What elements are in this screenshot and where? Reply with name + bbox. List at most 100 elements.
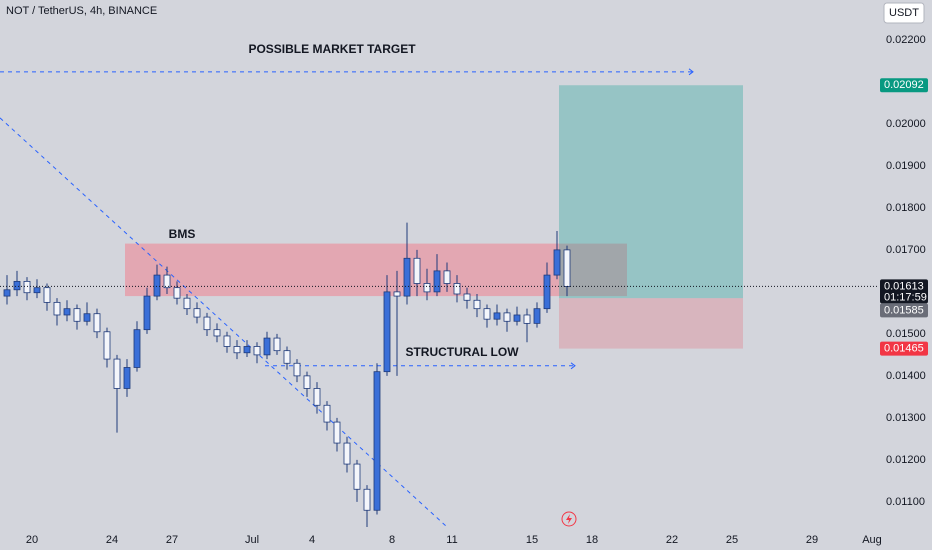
y-tick-label: 0.01800: [886, 202, 926, 214]
candle-body: [13, 280, 21, 291]
candle-body: [113, 358, 121, 389]
candle-body: [413, 257, 421, 284]
x-tick-label: 8: [389, 534, 395, 546]
candle-body: [223, 335, 231, 347]
bms-zone: [125, 243, 627, 297]
x-tick-label: 27: [166, 534, 178, 546]
candle-body: [463, 293, 471, 301]
candle-body: [553, 249, 561, 276]
candle-body: [83, 313, 91, 322]
candle-body: [273, 337, 281, 352]
x-tick-label: 4: [309, 534, 315, 546]
y-tick-label: 0.01500: [886, 328, 926, 340]
x-tick-label: Aug: [862, 534, 882, 546]
candle-body: [263, 337, 271, 356]
candle-body: [63, 308, 71, 316]
candle-body: [163, 274, 171, 289]
annotation: BMS: [169, 227, 196, 241]
candle-body: [123, 367, 131, 389]
price-label: 0.01613: [884, 280, 924, 292]
x-tick-label: 22: [666, 534, 678, 546]
candle-body: [33, 287, 41, 294]
candle-body: [443, 270, 451, 284]
candle-body: [433, 270, 441, 293]
y-tick-label: 0.01300: [886, 412, 926, 424]
candle-body: [193, 308, 201, 318]
annotation: POSSIBLE MARKET TARGET: [248, 42, 416, 56]
candle-body: [393, 291, 401, 297]
currency-button-box[interactable]: [883, 2, 925, 24]
target-line-arrow: [688, 68, 694, 76]
x-tick-label: 11: [446, 534, 457, 546]
candle-body: [423, 283, 431, 293]
x-tick-label: 25: [726, 534, 738, 546]
candle-body: [503, 312, 511, 322]
candle-body: [533, 308, 541, 324]
icon-circle[interactable]: [561, 511, 577, 527]
candle-body: [3, 289, 11, 297]
annotation: STRUCTURAL LOW: [405, 345, 519, 359]
candle-body: [353, 463, 361, 490]
candle-body: [493, 312, 501, 320]
candle-body: [243, 346, 251, 354]
candle-body: [293, 362, 301, 377]
candle-body: [23, 280, 31, 294]
candle-body: [183, 297, 191, 310]
candle-body: [233, 346, 241, 354]
trend-line: [0, 117, 449, 529]
price-countdown: 01:17:59: [884, 291, 927, 303]
x-tick-label: 24: [106, 534, 118, 546]
price-label-box: [880, 279, 928, 304]
candle-body: [403, 257, 411, 297]
replay-icon[interactable]: [561, 511, 577, 527]
price-label: 0.01465: [884, 342, 924, 354]
candle-body: [323, 404, 331, 423]
target-zone: [559, 85, 743, 299]
candle-body: [453, 283, 461, 295]
stop-zone: [559, 298, 743, 349]
y-tick-label: 0.02000: [886, 118, 926, 130]
y-tick-label: 0.01400: [886, 370, 926, 382]
candle-body: [373, 371, 381, 511]
y-tick-label: 0.01100: [886, 496, 925, 508]
candle-body: [303, 375, 311, 389]
candle-body: [53, 301, 61, 316]
price-label: 0.02092: [884, 79, 924, 91]
candle-body: [93, 313, 101, 333]
candle-body: [103, 331, 111, 360]
x-tick-label: 15: [526, 534, 538, 546]
candle-body: [283, 350, 291, 364]
x-tick-label: Jul: [245, 534, 259, 546]
price-label-box: [880, 303, 928, 318]
candle-body: [523, 314, 531, 324]
candle-body: [143, 295, 151, 331]
candle-body: [563, 249, 571, 287]
candle-body: [153, 274, 161, 297]
candle-body: [543, 274, 551, 310]
currency-button[interactable]: USDT: [883, 2, 925, 24]
candle-body: [43, 287, 51, 303]
price-label: 0.01585: [884, 304, 924, 316]
candle-body: [253, 346, 261, 356]
candle-body: [313, 388, 321, 406]
candle-body: [73, 308, 81, 322]
y-tick-label: 0.01200: [886, 454, 926, 466]
icon-bolt[interactable]: [566, 514, 572, 524]
candle-body: [383, 291, 391, 373]
y-tick-label: 0.01900: [886, 160, 926, 172]
price-label-box: [880, 341, 928, 356]
x-tick-label: 29: [806, 534, 818, 546]
candle-body: [173, 287, 181, 299]
chart-title: NOT / TetherUS, 4h, BINANCE: [6, 5, 157, 17]
candle-body: [333, 421, 341, 444]
x-tick-label: 20: [26, 534, 38, 546]
structural-low-line-arrow: [570, 362, 576, 370]
x-tick-label: 18: [586, 534, 598, 546]
candle-body: [513, 314, 521, 322]
y-tick-label: 0.02200: [886, 34, 926, 46]
candle-body: [363, 488, 371, 511]
currency-label[interactable]: USDT: [889, 7, 919, 19]
y-tick-label: 0.01700: [886, 244, 926, 256]
candle-body: [483, 308, 491, 320]
